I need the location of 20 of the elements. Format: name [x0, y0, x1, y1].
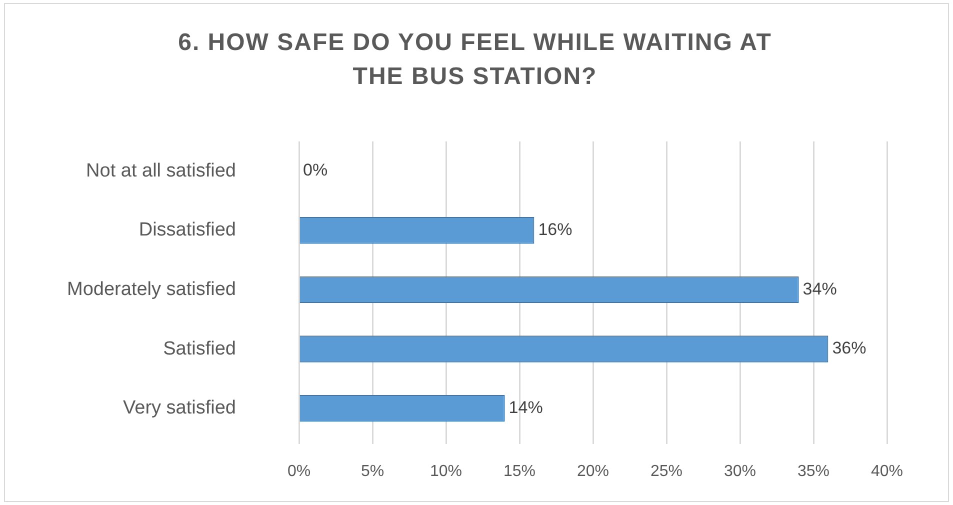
- x-tick-label: 35%: [797, 463, 830, 480]
- data-label: 36%: [832, 338, 866, 358]
- x-tick-label: 0%: [287, 463, 311, 480]
- data-label: 0%: [303, 160, 328, 180]
- chart-title: 6. HOW SAFE DO YOU FEEL WHILE WAITING AT THE BUS STATION?: [177, 28, 773, 92]
- x-tick-label: 25%: [650, 463, 683, 480]
- data-label: 14%: [508, 398, 543, 418]
- y-tick-label: Not at all satisfied: [86, 160, 236, 182]
- x-tick-label: 40%: [870, 463, 904, 480]
- x-tick-label: 15%: [503, 463, 536, 480]
- data-label: 16%: [538, 220, 572, 240]
- x-tick-label: 5%: [360, 463, 384, 480]
- y-tick-label: Moderately satisfied: [67, 278, 236, 300]
- x-tick-label: 20%: [576, 463, 610, 480]
- y-tick-label: Dissatisfied: [138, 220, 236, 241]
- data-label: 34%: [802, 279, 837, 298]
- y-tick-label: Very satisfied: [123, 398, 236, 419]
- y-tick-label: Satisfied: [163, 338, 236, 360]
- x-tick-label: 10%: [430, 463, 462, 480]
- x-tick-label: 30%: [724, 463, 756, 480]
